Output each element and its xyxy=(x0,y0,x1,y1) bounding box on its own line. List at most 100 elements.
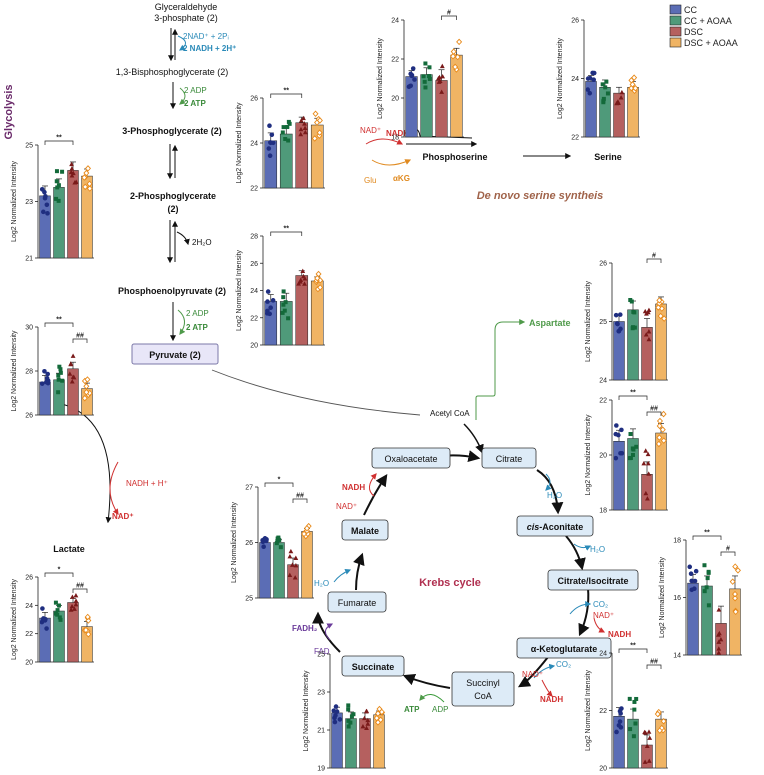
chart-pyruvate: Log2 Normalized Intensity 26 28 30 ** ## xyxy=(11,317,94,420)
data-point xyxy=(57,615,62,620)
data-point xyxy=(363,708,369,714)
data-point xyxy=(600,82,605,87)
node-succinate-label: Succinate xyxy=(352,662,395,672)
chart-citrate: Log2 Normalized Intensity 18 20 22 ** ## xyxy=(585,390,668,515)
data-point xyxy=(282,308,287,313)
data-point xyxy=(283,300,288,305)
bar-cc-aoaa xyxy=(53,379,65,416)
data-point xyxy=(647,735,653,740)
data-point xyxy=(450,53,457,60)
y-tick-label: 25 xyxy=(25,143,33,150)
significance-bracket xyxy=(270,93,303,98)
node-citrate-isocitrate-label: Citrate/Isocitrate xyxy=(557,576,628,586)
chart-3-phosphoglycerate: Log2 Normalized Intensity 21 23 25 ** xyxy=(11,135,94,263)
data-point xyxy=(316,129,323,136)
y-tick-label: 14 xyxy=(673,653,681,660)
cofactor-nadh-1: NADH xyxy=(608,630,631,639)
bar-cc xyxy=(39,617,51,663)
y-tick-label: 20 xyxy=(25,660,33,667)
y-tick-label: 25 xyxy=(599,319,607,326)
data-point xyxy=(69,166,75,171)
data-point xyxy=(58,367,63,372)
y-tick-label: 30 xyxy=(25,325,33,332)
data-point xyxy=(642,729,648,735)
data-point xyxy=(374,719,381,726)
glycolysis-label: Glycolysis xyxy=(3,84,15,139)
y-axis-label: Log2 Normalized Intensity xyxy=(303,670,310,751)
arrow-citrate-cisaconitate xyxy=(536,469,564,515)
data-point xyxy=(276,536,281,541)
y-axis-label: Log2 Normalized Intensity xyxy=(377,38,384,119)
data-point xyxy=(716,632,721,637)
data-point xyxy=(67,371,73,376)
data-point xyxy=(311,135,318,142)
significance-bracket xyxy=(720,551,736,556)
data-point xyxy=(706,603,711,608)
data-point xyxy=(300,268,306,273)
cofactor-nadh-serine: NADH xyxy=(386,129,409,138)
significance-bracket xyxy=(270,231,303,236)
node-cis-aconitate xyxy=(516,515,594,537)
data-point xyxy=(660,410,667,418)
pyruvate-box xyxy=(131,343,219,365)
data-point xyxy=(616,328,621,334)
cofactor-nad-pi: 2NAD⁺ + 2Pᵢ xyxy=(183,32,229,41)
data-point xyxy=(42,195,48,201)
data-point xyxy=(349,714,354,719)
krebs-cycle: Oxaloacetate Citrate cis-Aconitate Citra… xyxy=(292,447,639,714)
data-point xyxy=(56,390,61,395)
data-point xyxy=(619,89,625,95)
y-tick-label: 24 xyxy=(250,141,258,148)
significance-bracket xyxy=(44,572,74,577)
data-point xyxy=(617,312,623,317)
serine-pathway: NAD⁺ NADH Glu αKG Phosphoserine Serine D… xyxy=(360,126,622,420)
data-point xyxy=(68,169,74,175)
arrow-akg-succinylcoa xyxy=(517,656,549,688)
data-point xyxy=(628,84,635,92)
data-point xyxy=(86,185,93,192)
data-point xyxy=(302,121,307,126)
chart-malate: Log2 Normalized Intensity 25 26 27 * ## xyxy=(231,477,314,603)
data-point xyxy=(410,66,416,71)
data-point xyxy=(351,712,356,717)
data-point xyxy=(628,727,633,732)
y-tick-label: 18 xyxy=(673,538,681,545)
cofactor-co2-2: CO₂ xyxy=(556,660,571,669)
data-point xyxy=(265,299,270,304)
data-point xyxy=(646,336,652,342)
data-point xyxy=(44,626,49,631)
data-point xyxy=(316,117,323,124)
significance-label: ## xyxy=(650,406,658,413)
data-point xyxy=(260,539,266,545)
data-point xyxy=(333,713,338,718)
data-point xyxy=(605,91,610,96)
data-point xyxy=(627,696,632,701)
y-tick-label: 19 xyxy=(317,766,325,773)
chart-lactate: Log2 Normalized Intensity 20 22 24 26 * ## xyxy=(11,567,94,667)
y-tick-label: 27 xyxy=(245,485,253,492)
data-point xyxy=(364,725,369,731)
data-point xyxy=(315,270,322,278)
data-point xyxy=(281,302,286,307)
node-cis-aconitate-prefix: cis xyxy=(527,522,540,532)
data-point xyxy=(644,743,650,749)
data-point xyxy=(656,417,663,425)
cofactor-h2o-aconitate: H₂O xyxy=(590,545,605,554)
y-axis-label: Log2 Normalized Intensity xyxy=(659,557,666,638)
arrow-malate-oxaloacetate xyxy=(363,474,388,516)
data-point xyxy=(267,123,272,128)
chart-succinate: Log2 Normalized Intensity 19 21 23 25 xyxy=(303,652,386,773)
data-point xyxy=(55,185,60,190)
significance-label: ** xyxy=(704,530,710,537)
data-point xyxy=(274,541,279,546)
data-point xyxy=(333,704,339,709)
arrow-nadh-lactate xyxy=(109,461,119,515)
data-point xyxy=(287,553,293,559)
data-point xyxy=(269,132,275,138)
cofactor-nad-lactate: NAD⁺ xyxy=(112,512,134,521)
legend-label-dsc: DSC xyxy=(684,27,704,37)
data-point xyxy=(687,564,693,570)
data-point xyxy=(267,153,273,159)
y-tick-label: 20 xyxy=(599,766,607,773)
data-point xyxy=(57,364,62,369)
